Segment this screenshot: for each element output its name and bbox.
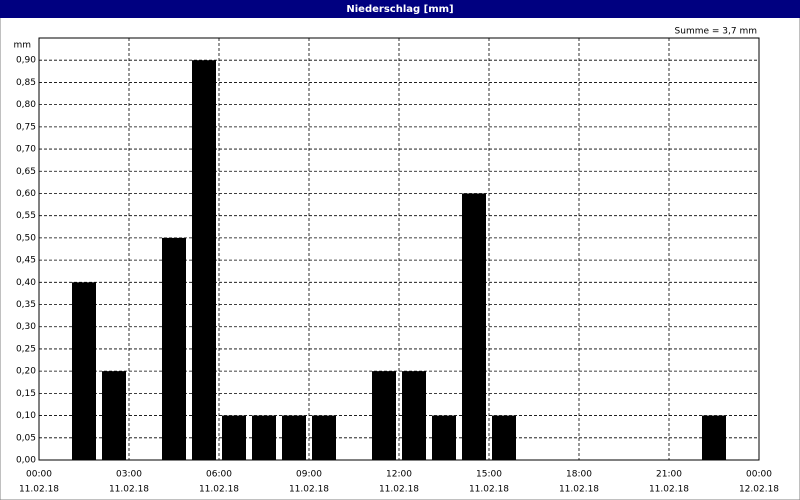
y-tick-label: 0,60 — [16, 189, 36, 199]
y-tick-label: 0,75 — [16, 122, 36, 132]
x-tick-label: 18:00 — [566, 470, 592, 480]
bar — [702, 415, 726, 460]
x-tick-date: 11.02.18 — [289, 485, 329, 495]
bar — [102, 371, 126, 460]
x-tick-date: 11.02.18 — [19, 485, 59, 495]
y-tick-label: 0,65 — [16, 167, 36, 177]
annotation: Summe = 3,7 mm — [675, 27, 757, 37]
y-tick-label: 0,20 — [16, 367, 36, 377]
y-tick-label: 0,55 — [16, 211, 36, 221]
x-tick-date: 11.02.18 — [559, 485, 599, 495]
bar — [402, 371, 426, 460]
y-tick-label: 0,00 — [16, 456, 36, 466]
x-tick-label: 12:00 — [386, 470, 412, 480]
y-tick-label: 0,05 — [16, 433, 36, 443]
x-tick-label: 09:00 — [296, 470, 322, 480]
bar — [222, 415, 246, 460]
x-tick-date: 11.02.18 — [469, 485, 509, 495]
bar — [432, 415, 456, 460]
bar — [192, 60, 216, 461]
bar — [462, 193, 486, 460]
x-tick-date: 12.02.18 — [739, 485, 779, 495]
y-tick-label: 0,80 — [16, 100, 36, 110]
x-tick-label: 15:00 — [476, 470, 502, 480]
x-tick-date: 11.02.18 — [109, 485, 149, 495]
y-tick-label: 0,15 — [16, 389, 36, 399]
y-tick-label: 0,10 — [16, 411, 36, 421]
x-tick-label: 06:00 — [206, 470, 232, 480]
bar — [282, 415, 306, 460]
title-bar — [0, 0, 800, 18]
y-tick-label: 0,45 — [16, 256, 36, 266]
y-tick-label: 0,40 — [16, 278, 36, 288]
y-tick-label: 0,25 — [16, 344, 36, 354]
bar — [252, 415, 276, 460]
bar — [162, 237, 186, 460]
bar — [492, 415, 516, 460]
x-tick-date: 11.02.18 — [379, 485, 419, 495]
x-tick-label: 03:00 — [116, 470, 142, 480]
x-tick-label: 21:00 — [656, 470, 682, 480]
y-tick-label: 0,85 — [16, 78, 36, 88]
y-tick-label: 0,35 — [16, 300, 36, 310]
y-tick-label: 0,90 — [16, 56, 36, 66]
y-unit: mm — [13, 41, 31, 51]
bar — [72, 282, 96, 460]
x-tick-date: 11.02.18 — [199, 485, 239, 495]
x-tick-label: 00:00 — [746, 470, 772, 480]
x-tick-label: 00:00 — [26, 470, 52, 480]
plot-frame — [38, 37, 760, 461]
y-tick-label: 0,30 — [16, 322, 36, 332]
bar — [312, 415, 336, 460]
bar — [372, 371, 396, 460]
chart-title: Niederschlag [mm] — [346, 4, 453, 15]
y-tick-label: 0,70 — [16, 145, 36, 155]
x-tick-date: 11.02.18 — [649, 485, 689, 495]
y-tick-label: 0,50 — [16, 233, 36, 243]
